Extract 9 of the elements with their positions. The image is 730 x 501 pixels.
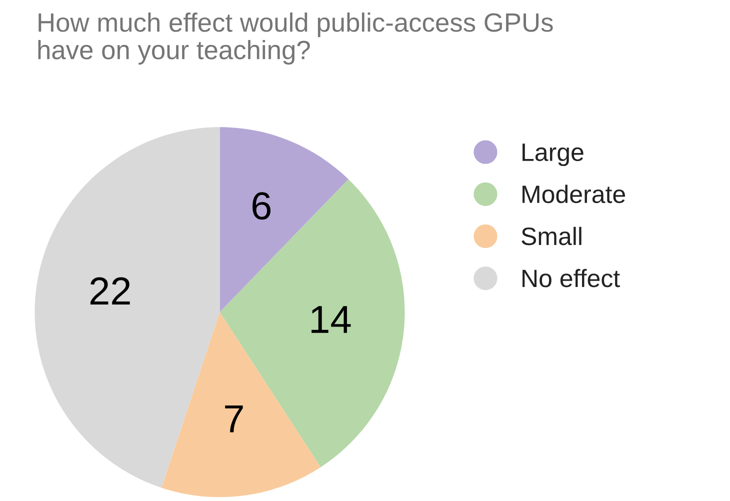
data-label: 6 — [252, 192, 270, 220]
data-label: 14 — [312, 306, 351, 333]
data-label: 7 — [225, 406, 243, 432]
chart-title: How much effect would public-access GPUs have on your teaching? — [38, 12, 553, 65]
legend-label: Moderate — [522, 184, 626, 204]
legend-label: Small — [522, 226, 582, 246]
legend-label: No effect — [522, 268, 620, 288]
data-label: 22 — [90, 277, 130, 304]
legend-label: Large — [522, 144, 584, 166]
